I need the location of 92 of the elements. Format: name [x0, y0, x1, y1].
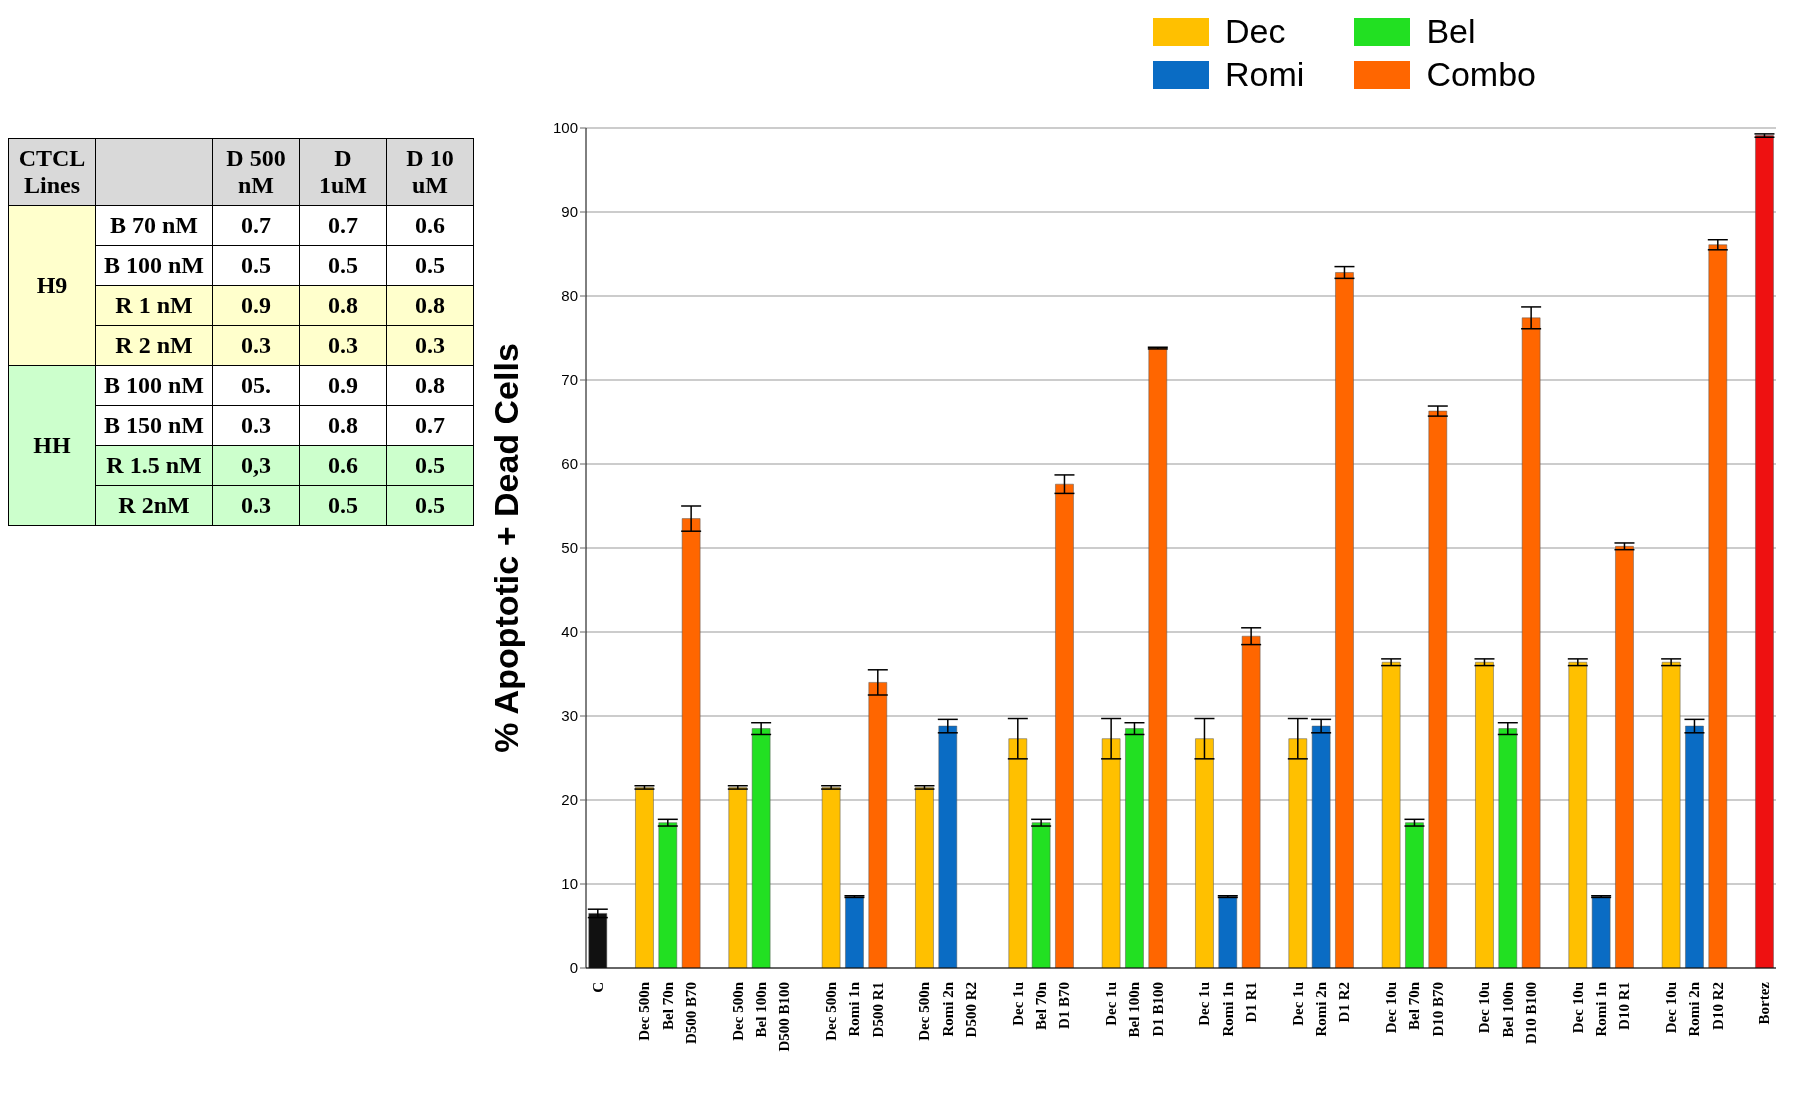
y-tick-label: 50 [561, 539, 579, 557]
x-tick-label: Dec 10u [1476, 982, 1493, 1034]
y-tick-label: 0 [569, 959, 579, 977]
text: 0.9 [212, 285, 300, 326]
text: 0.7 [299, 205, 387, 246]
x-tick-label: Romi 1n [846, 981, 863, 1037]
text: 0.5 [299, 485, 387, 526]
text: D 1uM [299, 138, 387, 206]
text: 0,3 [212, 445, 300, 486]
x-tick-label: Bel 70n [1406, 981, 1423, 1030]
text: CTCL Lines [8, 138, 96, 206]
x-tick-label: Bel 100n [753, 981, 770, 1038]
text: D 500 nM [212, 138, 300, 206]
x-tick-label: D10 R2 [1709, 982, 1726, 1030]
text: 0.5 [386, 245, 474, 286]
x-tick-label: Dec 10u [1383, 982, 1400, 1034]
text: 0.3 [212, 325, 300, 366]
x-tick-label: D1 B70 [1056, 982, 1073, 1030]
legend-label: Romi [1225, 55, 1305, 94]
x-tick-label: D500 R1 [869, 982, 886, 1038]
x-tick-label: Dec 500n [636, 981, 653, 1041]
legend-label: Dec [1225, 12, 1286, 51]
x-tick-label: D500 B70 [683, 982, 700, 1045]
x-tick-label: Dec 1u [1103, 982, 1120, 1026]
y-axis-title: % Apoptotic + Dead Cells [487, 343, 526, 753]
x-tick-label: Romi 1n [1593, 981, 1610, 1037]
legend-label: Bel [1426, 12, 1476, 51]
text: 0.8 [386, 365, 474, 406]
x-tick-label: D10 B70 [1429, 982, 1446, 1037]
x-tick-label: Dec 1u [1289, 982, 1306, 1026]
x-tick-label: Dec 10u [1569, 982, 1586, 1034]
y-tick-label: 100 [552, 119, 579, 137]
text: HH [8, 365, 96, 526]
x-tick-label: Bel 70n [1033, 981, 1050, 1030]
text: 0.3 [212, 485, 300, 526]
x-tick-label: Romi 2n [1313, 981, 1330, 1037]
text: D 10 uM [386, 138, 474, 206]
text: 0.7 [386, 405, 474, 446]
x-tick-label: Dec 500n [916, 981, 933, 1041]
x-tick-label: Romi 2n [1686, 981, 1703, 1037]
x-tick-label: D10 B100 [1523, 982, 1540, 1045]
x-tick-label: Dec 500n [729, 981, 746, 1041]
x-tick-label: Dec 500n [823, 981, 840, 1041]
x-tick-label: Bel 100n [1499, 981, 1516, 1038]
text: 0.8 [299, 405, 387, 446]
y-tick-label: 80 [561, 287, 579, 305]
text: B 150 nM [95, 405, 213, 446]
x-tick-label: D1 B100 [1149, 982, 1166, 1037]
text: 0.5 [386, 445, 474, 486]
text: 05. [212, 365, 300, 406]
text: R 2 nM [95, 325, 213, 366]
y-tick-label: 40 [561, 623, 579, 641]
y-tick-label: 30 [561, 707, 579, 725]
text: B 100 nM [95, 365, 213, 406]
text: 0.6 [386, 205, 474, 246]
x-tick-label: Bel 70n [659, 981, 676, 1030]
text: 0.5 [212, 245, 300, 286]
x-tick-label: Dec 1u [1196, 982, 1213, 1026]
text: 0.3 [299, 325, 387, 366]
x-tick-label: D1 R2 [1336, 982, 1353, 1023]
text: H9 [8, 205, 96, 366]
x-tick-label: C [589, 982, 606, 993]
text: 0.3 [212, 405, 300, 446]
x-tick-label: Bortez [1756, 981, 1773, 1025]
text: B 100 nM [95, 245, 213, 286]
text: 0.8 [386, 285, 474, 326]
x-tick-label: D10 R1 [1616, 982, 1633, 1030]
text: 0.5 [299, 245, 387, 286]
x-tick-label: Dec 10u [1663, 982, 1680, 1034]
y-tick-label: 70 [561, 371, 579, 389]
x-tick-label: Romi 1n [1219, 981, 1236, 1037]
y-tick-label: 90 [561, 203, 579, 221]
x-tick-label: Bel 100n [1126, 981, 1143, 1038]
text: 0.3 [386, 325, 474, 366]
text: 0.7 [212, 205, 300, 246]
x-tick-label: D1 R1 [1243, 982, 1260, 1023]
x-tick-label: Romi 2n [939, 981, 956, 1037]
y-tick-label: 60 [561, 455, 579, 473]
text: R 1.5 nM [95, 445, 213, 486]
y-tick-label: 20 [561, 791, 579, 809]
x-tick-label: D500 B100 [776, 982, 793, 1052]
y-tick-label: 10 [561, 875, 579, 893]
text: R 1 nM [95, 285, 213, 326]
legend-label: Combo [1426, 55, 1537, 94]
x-tick-label: Dec 1u [1009, 982, 1026, 1026]
text: 0.6 [299, 445, 387, 486]
text: B 70 nM [95, 205, 213, 246]
text: R 2nM [95, 485, 213, 526]
text: 0.5 [386, 485, 474, 526]
x-tick-label: D500 R2 [963, 982, 980, 1038]
text: 0.8 [299, 285, 387, 326]
text: 0.9 [299, 365, 387, 406]
